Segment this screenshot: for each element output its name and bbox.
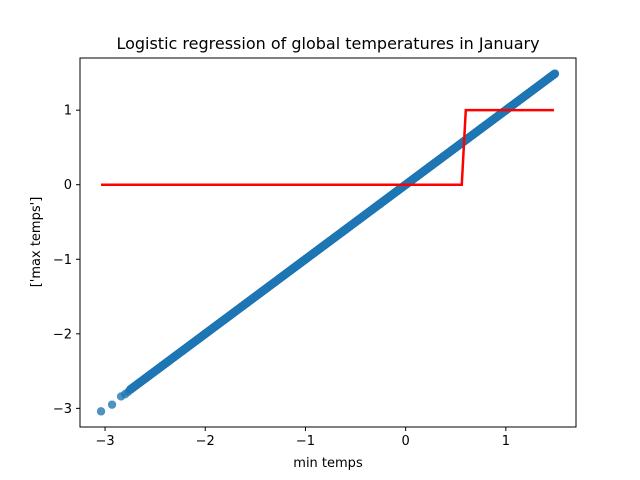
- x-tick-label: −1: [296, 434, 315, 449]
- scatter-point: [107, 400, 117, 409]
- y-axis-ticks: −3 −2 −1 0 1: [53, 104, 80, 417]
- x-tick-label: −3: [95, 434, 114, 449]
- chart-title: Logistic regression of global temperatur…: [116, 34, 539, 53]
- y-tick-label: −3: [53, 402, 72, 417]
- logistic-regression-line: [101, 108, 554, 186]
- x-axis-ticks: −3 −2 −1 0 1: [95, 427, 510, 449]
- scatter-point: [96, 407, 106, 416]
- scatter-point: [123, 387, 133, 397]
- axes-frame: [79, 57, 577, 428]
- x-tick-label: 1: [502, 434, 510, 449]
- x-axis-label: min temps: [293, 456, 363, 471]
- y-tick-label: −2: [53, 327, 72, 342]
- y-tick-label: 1: [64, 104, 72, 119]
- data-marks: [96, 69, 560, 416]
- x-tick-label: −2: [196, 434, 215, 449]
- x-tick-label: 0: [402, 434, 410, 449]
- y-axis-label: ['max temps']: [29, 197, 44, 288]
- scatter-point: [550, 69, 560, 78]
- y-tick-label: −1: [53, 253, 72, 268]
- y-tick-label: 0: [64, 178, 72, 193]
